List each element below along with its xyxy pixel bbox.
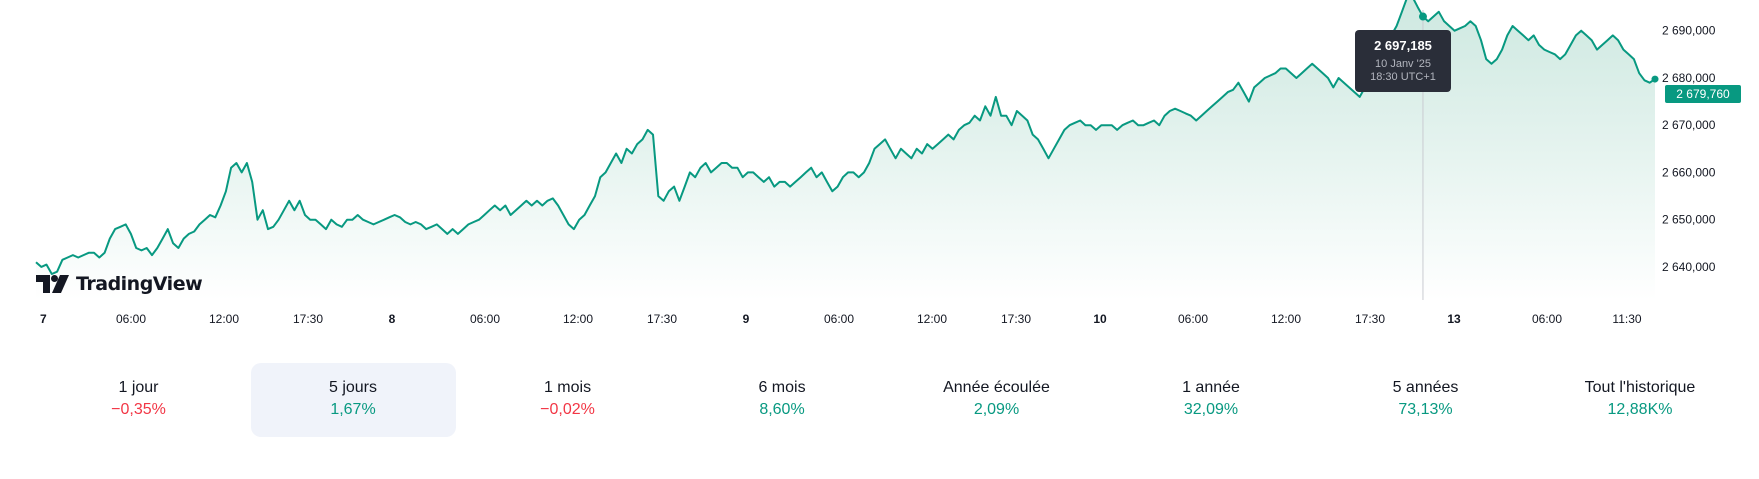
last-price-label: 2 679,760 <box>1665 85 1741 103</box>
crosshair-tooltip: 2 697,185 10 Janv '25 18:30 UTC+1 <box>1355 30 1451 92</box>
x-tick-label: 12:00 <box>209 312 239 326</box>
x-tick-label: 13 <box>1447 312 1461 326</box>
period-change: 2,09% <box>973 401 1020 418</box>
period-selector: 1 jour −0,35% 5 jours 1,67% 1 mois −0,02% 6 mo… <box>36 363 1752 437</box>
y-tick-label: 2 660,000 <box>1662 165 1716 179</box>
price-chart-svg[interactable]: 2 640,000 2 650,000 2 660,000 2 670,000 2 68… <box>0 0 1759 340</box>
period-label: 5 années <box>1392 379 1459 396</box>
x-tick-label: 12:00 <box>917 312 947 326</box>
x-tick-label: 17:30 <box>293 312 323 326</box>
period-label: 6 mois <box>758 379 806 396</box>
period-button[interactable]: 1 jour −0,35% <box>36 363 241 437</box>
period-button[interactable]: Tout l'historique 12,88K% <box>1538 363 1743 437</box>
period-change: 73,13% <box>1398 401 1453 418</box>
period-label: 1 mois <box>543 379 592 396</box>
tooltip-date: 10 Janv '25 <box>1375 58 1431 70</box>
period-change: −0,35% <box>111 401 166 418</box>
period-change: 32,09% <box>1183 401 1239 418</box>
period-label: Année écoulée <box>943 379 1050 396</box>
x-tick-label: 12:00 <box>563 312 593 326</box>
x-tick-label: 06:00 <box>824 312 854 326</box>
period-label: 1 jour <box>118 379 159 396</box>
period-button[interactable]: 6 mois 8,60% <box>680 363 885 437</box>
period-button[interactable]: 1 mois −0,02% <box>465 363 670 437</box>
x-tick-label: 17:30 <box>1355 312 1385 326</box>
area-fill <box>36 0 1655 300</box>
period-change: 8,60% <box>759 401 805 418</box>
x-tick-label: 06:00 <box>1178 312 1208 326</box>
x-tick-label: 9 <box>743 312 750 326</box>
x-tick-label: 17:30 <box>1001 312 1031 326</box>
tradingview-logo-icon <box>36 275 69 293</box>
x-tick-label: 06:00 <box>1532 312 1562 326</box>
x-tick-label: 17:30 <box>647 312 677 326</box>
price-chart[interactable]: 2 640,000 2 650,000 2 660,000 2 670,000 2 68… <box>0 0 1759 340</box>
x-tick-label: 11:30 <box>1612 312 1641 326</box>
logo-text: TradingView <box>76 273 203 295</box>
y-tick-label: 2 670,000 <box>1662 118 1716 132</box>
x-tick-label: 06:00 <box>470 312 500 326</box>
period-change: 1,67% <box>330 401 376 418</box>
y-tick-label: 2 690,000 <box>1662 24 1716 38</box>
period-label: 5 jours <box>328 379 378 396</box>
period-label: 1 année <box>1182 379 1240 396</box>
period-button[interactable]: 5 années 73,13% <box>1323 363 1528 437</box>
x-tick-label: 06:00 <box>116 312 146 326</box>
period-button[interactable]: 1 année 32,09% <box>1109 363 1314 437</box>
period-button[interactable]: 5 jours 1,67% <box>250 363 456 437</box>
tooltip-value: 2 697,185 <box>1374 38 1432 53</box>
tooltip-time: 18:30 UTC+1 <box>1370 71 1436 83</box>
period-change: −0,02% <box>540 401 595 418</box>
x-tick-label: 10 <box>1093 312 1107 326</box>
y-tick-label: 2 680,000 <box>1662 71 1716 85</box>
x-tick-label: 12:00 <box>1271 312 1301 326</box>
period-button[interactable]: Année écoulée 2,09% <box>894 363 1099 437</box>
y-tick-label: 2 650,000 <box>1662 213 1716 227</box>
last-price-point <box>1651 75 1659 83</box>
crosshair-point <box>1418 12 1427 21</box>
period-change: 12,88K% <box>1607 401 1673 418</box>
y-tick-label: 2 640,000 <box>1662 260 1716 274</box>
x-tick-label: 8 <box>389 312 396 326</box>
period-label: Tout l'historique <box>1584 379 1696 396</box>
x-tick-label: 7 <box>40 312 47 326</box>
tradingview-logo: TradingView <box>36 273 203 295</box>
